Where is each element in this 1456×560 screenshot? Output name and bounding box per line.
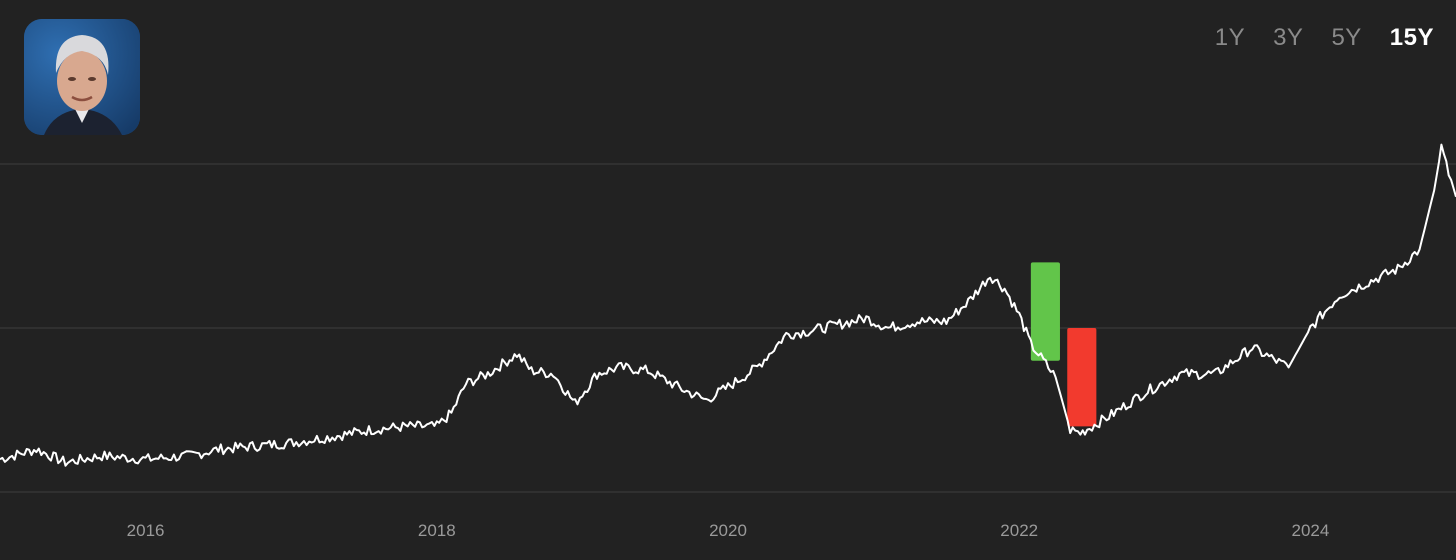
range-tab-5y[interactable]: 5Y (1331, 24, 1362, 51)
x-tick-2016: 2016 (127, 521, 165, 540)
x-tick-2022: 2022 (1000, 521, 1038, 540)
loss-bar-1 (1067, 328, 1097, 427)
portrait-photo-icon (24, 19, 140, 135)
range-tab-15y[interactable]: 15Y (1389, 24, 1434, 51)
range-tab-1y[interactable]: 1Y (1214, 24, 1246, 51)
x-tick-2024: 2024 (1291, 521, 1329, 540)
price-line (0, 143, 1456, 467)
x-tick-2018: 2018 (418, 521, 456, 540)
range-tab-3y[interactable]: 3Y (1273, 24, 1304, 51)
range-selector: 1Y 3Y 5Y 15Y (1215, 24, 1434, 52)
price-area-fill (0, 144, 1456, 492)
gain-bar-0 (1030, 262, 1060, 361)
avatar (24, 19, 140, 135)
x-tick-2020: 2020 (709, 521, 747, 540)
